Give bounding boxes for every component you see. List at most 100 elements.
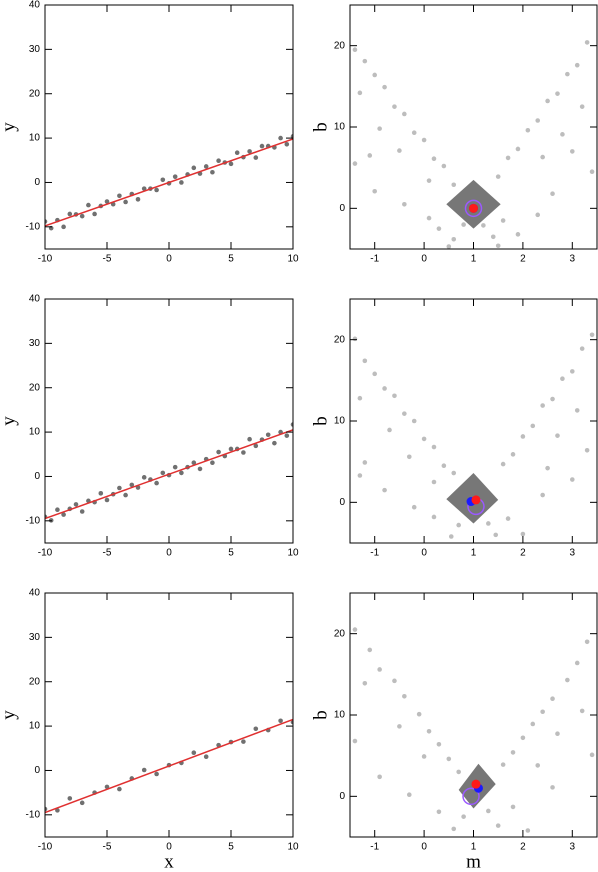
point (493, 532, 499, 538)
point (456, 522, 461, 528)
point (141, 767, 147, 773)
point (540, 154, 545, 160)
point (456, 769, 461, 775)
panel: -1 0 1 2 3 0 10 20 b (310, 298, 598, 559)
point (495, 243, 501, 249)
point (574, 660, 580, 666)
x-tick-label: 2 (520, 254, 526, 265)
point (505, 155, 511, 161)
point (505, 516, 511, 521)
x-tick-label: 0 (166, 842, 172, 853)
point (560, 132, 565, 137)
point (570, 477, 575, 482)
point (154, 771, 159, 777)
point (550, 396, 555, 402)
point (584, 639, 590, 645)
point (228, 161, 234, 167)
point (461, 814, 466, 819)
point (486, 808, 491, 814)
y-tick-label: 10 (29, 427, 41, 438)
y-tick-label: -10 (26, 221, 41, 232)
point (79, 213, 85, 219)
point (500, 762, 506, 767)
ring-marker (464, 199, 483, 218)
y-tick-label: 20 (334, 40, 346, 51)
point (372, 188, 378, 194)
x-tick-label: 3 (570, 254, 576, 265)
point (92, 211, 97, 217)
y-tick-label: 0 (339, 497, 345, 508)
point (210, 460, 215, 466)
fit-line (45, 429, 293, 520)
point (500, 218, 506, 223)
y-tick-label: 40 (29, 0, 41, 11)
panel: -1 0 1 2 3 0 10 20 b (310, 4, 598, 265)
point (278, 718, 283, 724)
point (352, 336, 358, 342)
x-tick-label: -10 (38, 254, 53, 265)
y-tick-label: 10 (334, 416, 346, 427)
point (154, 480, 159, 486)
point (253, 155, 259, 160)
point (402, 693, 407, 699)
point (451, 826, 457, 832)
point (510, 750, 516, 755)
y-tick-label: 30 (29, 338, 41, 349)
x-tick-label: 1 (471, 548, 477, 559)
point (421, 754, 427, 759)
point (579, 104, 585, 109)
x-tick-label: 5 (228, 548, 234, 559)
point (392, 678, 397, 684)
x-tick-label: -5 (103, 548, 112, 559)
point (191, 750, 197, 756)
point (446, 244, 452, 249)
point (357, 90, 363, 96)
point (584, 447, 590, 453)
point (426, 215, 432, 221)
point (397, 148, 402, 153)
point (372, 72, 378, 78)
point (123, 199, 128, 205)
point (117, 786, 122, 792)
point (367, 153, 373, 158)
point (448, 534, 454, 539)
point (253, 443, 259, 449)
y-tick-label: 0 (339, 203, 345, 214)
point (540, 709, 545, 715)
point (210, 169, 215, 175)
point (486, 521, 491, 526)
point (574, 62, 580, 68)
point (570, 369, 575, 374)
point (436, 809, 442, 815)
y-axis-label: b (310, 710, 331, 720)
point (565, 71, 570, 77)
point (520, 434, 526, 439)
y-tick-label: 30 (29, 44, 41, 55)
y-tick-label: 40 (29, 588, 41, 599)
point (441, 463, 447, 469)
point (469, 203, 478, 213)
point (179, 180, 184, 185)
point (510, 452, 516, 457)
x-tick-label: 5 (228, 254, 234, 265)
point (123, 492, 128, 498)
point (402, 411, 407, 416)
point (525, 828, 531, 833)
point (86, 202, 91, 208)
point (104, 784, 110, 790)
x-tick-label: 0 (166, 254, 172, 265)
fit-line (45, 718, 293, 814)
point (241, 739, 246, 744)
frame (44, 592, 294, 838)
point (515, 146, 521, 152)
point (520, 531, 526, 537)
point (382, 386, 387, 391)
point (104, 199, 110, 204)
x-tick-label: 0 (421, 842, 427, 853)
point (73, 502, 79, 507)
point (570, 149, 575, 154)
point (79, 800, 85, 806)
y-tick-label: 0 (34, 471, 40, 482)
point (367, 647, 373, 653)
